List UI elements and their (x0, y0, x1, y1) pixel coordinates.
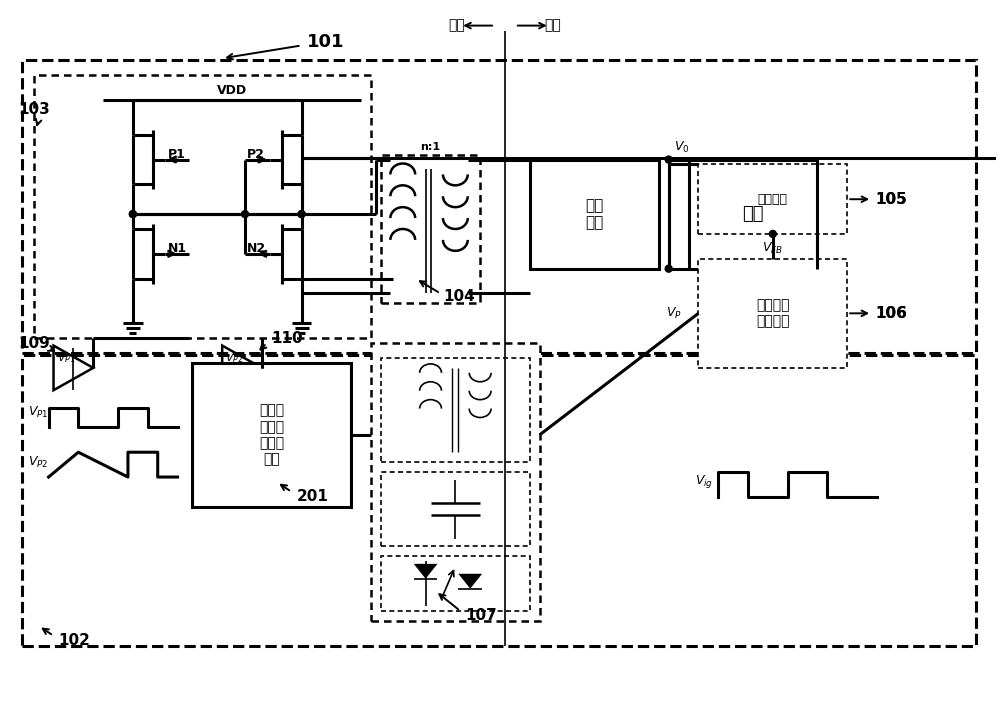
Text: N1: N1 (168, 242, 187, 256)
Text: P2: P2 (247, 148, 265, 161)
Text: $V_{FB}$: $V_{FB}$ (762, 241, 783, 256)
Text: $V_{ig}$: $V_{ig}$ (695, 474, 713, 491)
Text: $V_{P1}$: $V_{P1}$ (28, 405, 49, 420)
Bar (22, 355, 976, 646)
Circle shape (665, 156, 672, 163)
Text: 107: 107 (465, 608, 497, 624)
Text: 201: 201 (297, 489, 328, 504)
Text: $V_{P2}$: $V_{P2}$ (225, 351, 244, 365)
Text: 102: 102 (58, 633, 90, 649)
Circle shape (298, 211, 305, 217)
Circle shape (242, 211, 248, 217)
Circle shape (665, 266, 672, 272)
Text: 自适应
移量脉
冲移位
电路: 自适应 移量脉 冲移位 电路 (259, 404, 284, 466)
Circle shape (129, 211, 136, 217)
Text: 110: 110 (272, 331, 303, 346)
Text: 脉冲宽度
调制电路: 脉冲宽度 调制电路 (756, 298, 790, 329)
Bar (34, 75, 371, 338)
Bar (530, 159, 659, 268)
Text: 副边: 副边 (545, 18, 561, 33)
Bar (381, 358, 530, 462)
Circle shape (298, 211, 305, 217)
Text: $V_{P1}$: $V_{P1}$ (57, 351, 75, 365)
Polygon shape (458, 573, 482, 588)
Text: $V_P$: $V_P$ (666, 306, 682, 321)
Text: 采样电路: 采样电路 (758, 193, 788, 206)
Text: 负载: 负载 (742, 205, 764, 223)
Circle shape (769, 231, 776, 237)
Text: n:1: n:1 (420, 142, 441, 152)
Text: N2: N2 (247, 242, 266, 256)
Circle shape (129, 211, 136, 217)
Bar (381, 154, 480, 304)
Text: P1: P1 (168, 148, 186, 161)
Bar (192, 363, 351, 507)
Bar (371, 343, 540, 621)
Bar (698, 164, 847, 234)
Bar (698, 258, 847, 368)
Text: 105: 105 (875, 192, 907, 207)
Bar (381, 472, 530, 547)
Text: 101: 101 (307, 33, 344, 52)
Text: 原边: 原边 (449, 18, 465, 33)
Bar (381, 556, 530, 611)
Text: 109: 109 (19, 336, 51, 350)
Text: 106: 106 (875, 306, 907, 321)
Bar (689, 159, 817, 268)
Text: $V_0$: $V_0$ (674, 139, 689, 154)
Text: 104: 104 (443, 289, 475, 304)
Text: VDD: VDD (217, 84, 247, 96)
Bar (22, 60, 976, 353)
Text: 106: 106 (875, 306, 907, 321)
Polygon shape (414, 564, 437, 578)
Text: $V_{P2}$: $V_{P2}$ (28, 455, 49, 469)
Text: 105: 105 (875, 192, 907, 207)
Text: 整流
电路: 整流 电路 (585, 198, 603, 230)
Text: 103: 103 (19, 103, 51, 118)
